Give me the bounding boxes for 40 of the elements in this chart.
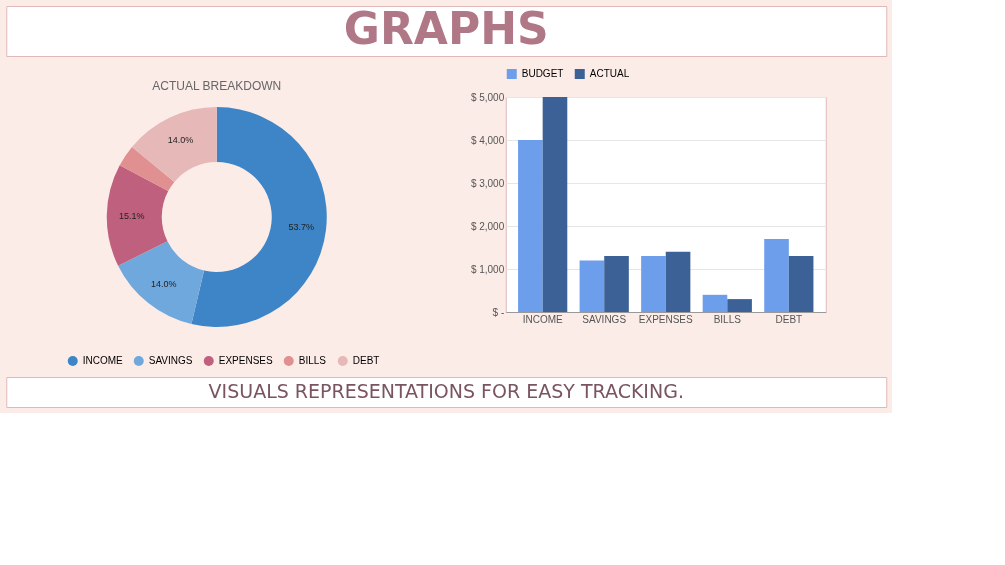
bar <box>641 256 666 312</box>
x-tick-label: DEBT <box>775 313 803 325</box>
text: VISUALS REPRESENTATIONS FOR EASY TRACKING. <box>208 380 684 402</box>
data-label: 15.1% <box>118 210 145 221</box>
legend-label: BILLS <box>298 355 327 366</box>
bar <box>702 294 728 312</box>
bar <box>727 299 752 312</box>
legend-label: SAVINGS <box>148 355 193 366</box>
x-tick-label: BILLS <box>713 313 742 325</box>
y-tick-label: $ - <box>492 306 505 318</box>
x-tick-label: EXPENSES <box>638 313 694 325</box>
legend-label: EXPENSES <box>218 355 273 366</box>
bar <box>788 256 814 312</box>
text: GRAPHS <box>343 3 549 54</box>
bar <box>518 140 543 312</box>
data-label: 14.0% <box>167 135 194 146</box>
bar <box>764 238 789 312</box>
y-tick-label: $ 4,000 <box>470 134 505 146</box>
data-label: 14.0% <box>151 278 177 289</box>
donut-slice <box>131 107 217 182</box>
y-tick-label: $ 5,000 <box>470 91 505 103</box>
bar <box>665 251 691 312</box>
data-label: 53.7% <box>288 221 314 232</box>
legend-label: INCOME <box>82 355 124 366</box>
x-tick-label: SAVINGS <box>582 313 627 325</box>
y-tick-label: $ 3,000 <box>470 177 505 189</box>
y-tick-label: $ 2,000 <box>470 220 505 232</box>
x-tick-label: INCOME <box>522 313 563 325</box>
legend-label: BUDGET <box>521 68 564 79</box>
legend-label: DEBT <box>352 355 380 366</box>
donut-slice <box>118 241 205 325</box>
legend-label: ACTUAL <box>589 68 630 79</box>
bar <box>579 260 605 312</box>
donut-slice <box>119 146 175 192</box>
donut-slice <box>191 107 327 327</box>
y-tick-label: $ 1,000 <box>470 263 505 275</box>
chart-title: ACTUAL BREAKDOWN <box>152 79 282 93</box>
bar <box>604 256 629 312</box>
bar <box>542 97 568 312</box>
donut-slice <box>106 165 169 266</box>
